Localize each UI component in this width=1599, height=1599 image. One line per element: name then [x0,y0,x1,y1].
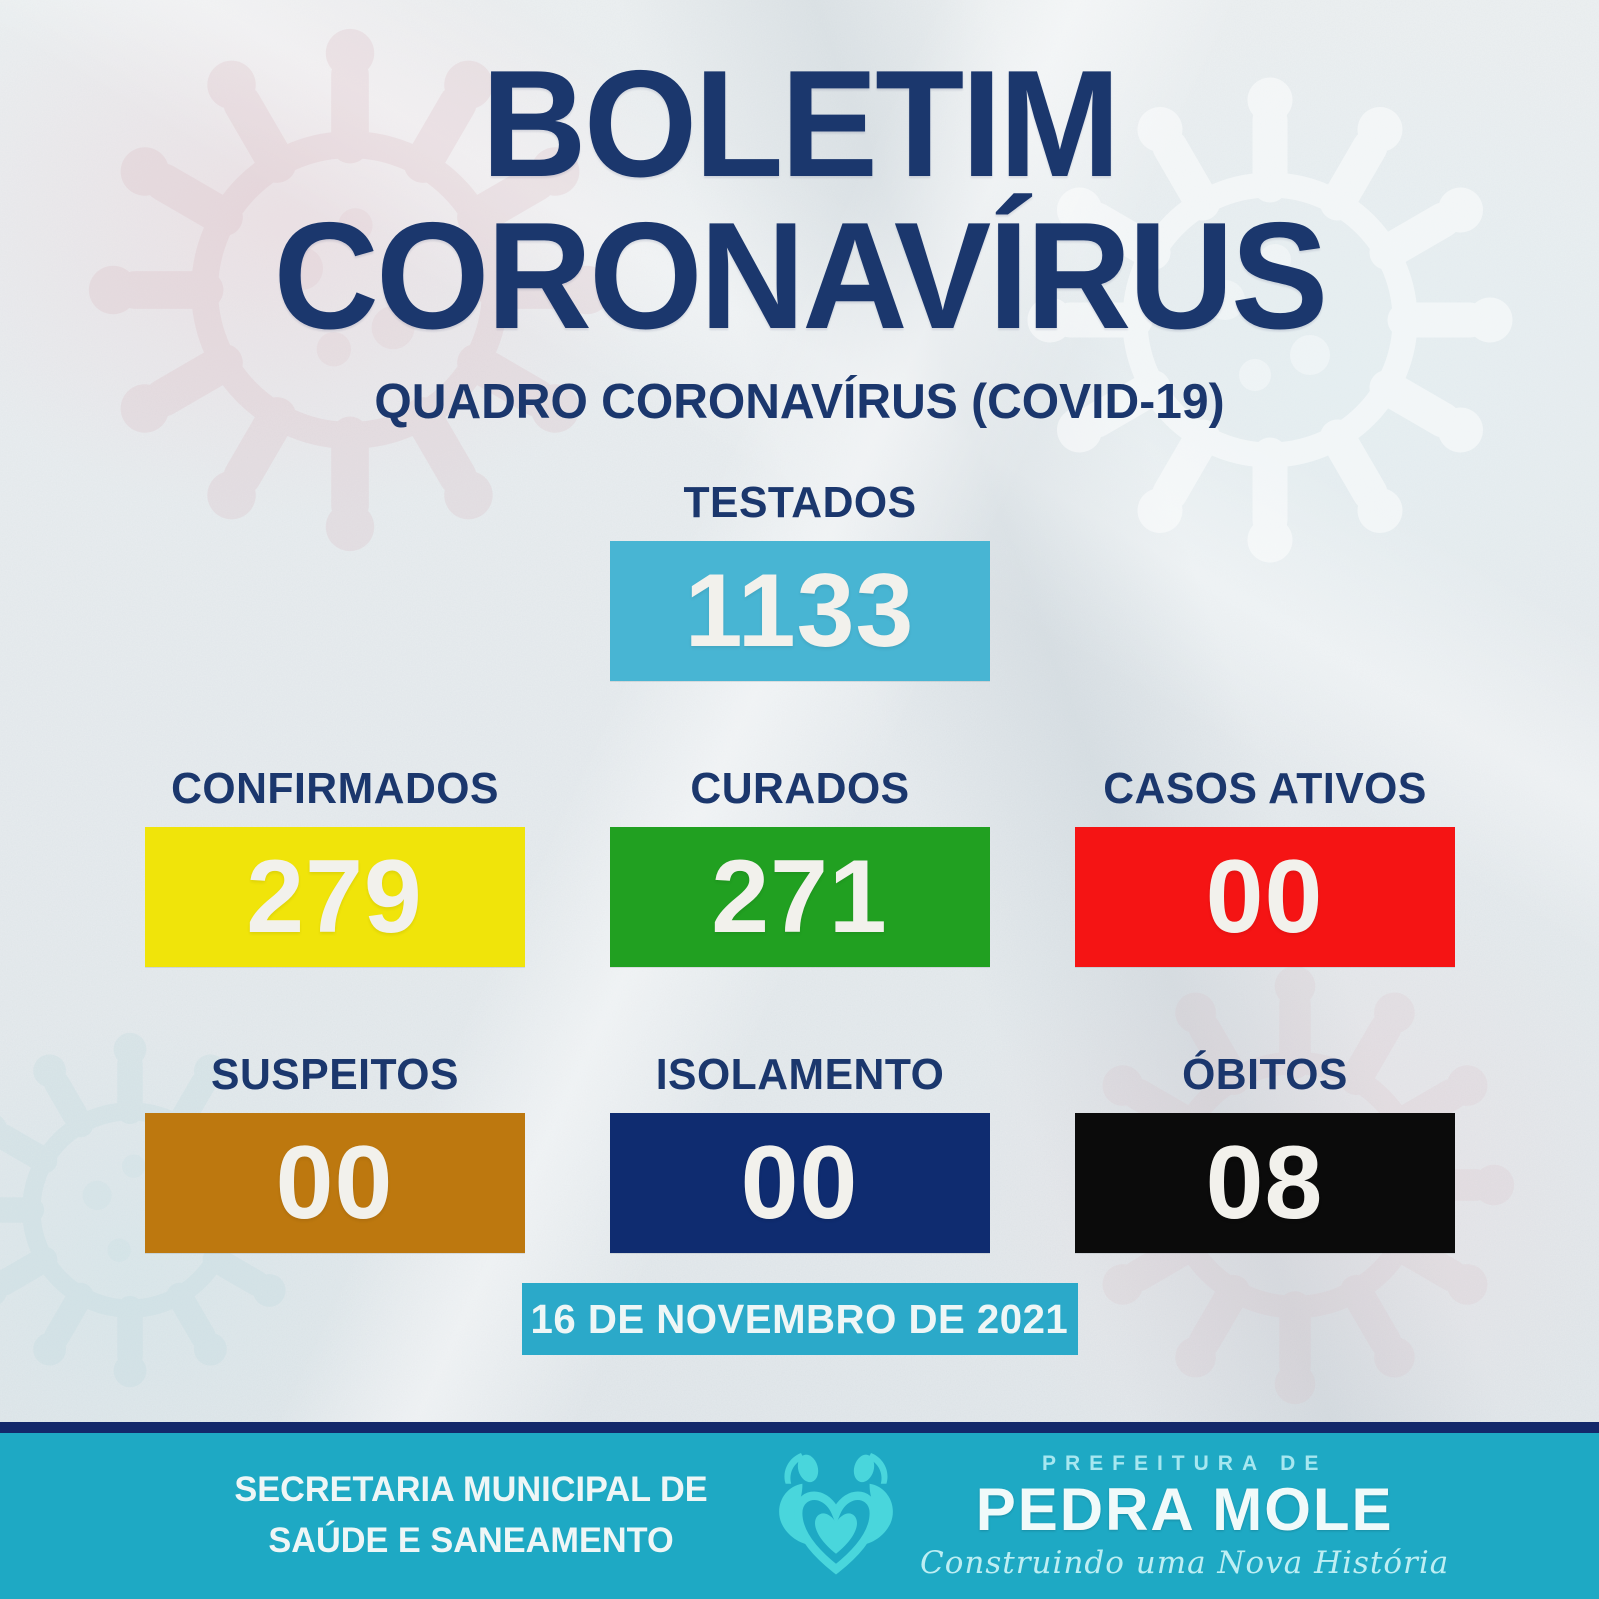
stat-card-confirmados: CONFIRMADOS 279 [144,764,525,967]
stat-label: CASOS ATIVOS [1102,764,1427,813]
stat-box: 08 [1074,1113,1455,1253]
stat-card-testados: TESTADOS 1133 [609,478,990,681]
stat-row-2: SUSPEITOS 00 ISOLAMENTO 00 ÓBITOS 08 [0,1050,1599,1253]
title-line-2: CORONAVÍRUS [273,191,1329,361]
stat-card-obitos: ÓBITOS 08 [1074,1050,1455,1253]
stat-value: 00 [275,1124,394,1241]
prefeitura-logo: PREFEITURA DE PEDRA MOLE Construindo uma… [766,1446,1449,1586]
stat-value: 00 [740,1124,859,1241]
people-heart-icon [779,1453,893,1575]
logo-tagline: Construindo uma Nova História [920,1544,1450,1581]
stat-label: CONFIRMADOS [170,764,499,813]
footer: SECRETARIA MUNICIPAL DE SAÚDE E SANEAMEN… [0,1422,1599,1599]
stat-label: ÓBITOS [1181,1050,1348,1099]
stat-row-testados: TESTADOS 1133 [0,478,1599,681]
page-subtitle: QUADRO CORONAVÍRUS (COVID-19) [374,375,1225,429]
date-text: 16 DE NOVEMBRO DE 2021 [530,1295,1069,1342]
stat-box: 279 [144,827,525,967]
stat-value: 1133 [684,552,915,669]
stat-value: 279 [246,838,423,955]
department-line-1: SECRETARIA MUNICIPAL DE [234,1470,708,1510]
header: BOLETIM CORONAVÍRUS QUADRO CORONAVÍRUS (… [0,48,1599,430]
logo-text: PREFEITURA DE PEDRA MOLE Construindo uma… [920,1452,1449,1581]
stat-card-curados: CURADOS 271 [609,764,990,967]
stat-box: 00 [1074,827,1455,967]
stat-card-isolamento: ISOLAMENTO 00 [609,1050,990,1253]
logo-name: PEDRA MOLE [975,1475,1394,1543]
stat-card-casos-ativos: CASOS ATIVOS 00 [1074,764,1455,967]
logo-pretitle: PREFEITURA DE [1041,1451,1328,1475]
stat-box: 1133 [609,541,990,681]
title-line-1: BOLETIM [481,39,1120,209]
stat-value: 271 [711,838,888,955]
stat-card-suspeitos: SUSPEITOS 00 [144,1050,525,1253]
stat-value: 00 [1205,838,1324,955]
stat-box: 271 [609,827,990,967]
stat-label: CURADOS [689,764,910,813]
stat-label: TESTADOS [682,478,917,527]
stat-value: 08 [1205,1124,1324,1241]
stat-box: 00 [609,1113,990,1253]
date-banner: 16 DE NOVEMBRO DE 2021 [521,1283,1078,1355]
page-title: BOLETIM CORONAVÍRUS [32,48,1567,352]
stat-box: 00 [144,1113,525,1253]
department-line-2: SAÚDE E SANEAMENTO [268,1521,674,1560]
stat-row-1: CONFIRMADOS 279 CURADOS 271 CASOS ATIVOS… [0,764,1599,967]
department-name: SECRETARIA MUNICIPAL DE SAÚDE E SANEAMEN… [233,1465,709,1567]
stat-label: ISOLAMENTO [655,1050,944,1099]
stat-label: SUSPEITOS [210,1050,459,1099]
